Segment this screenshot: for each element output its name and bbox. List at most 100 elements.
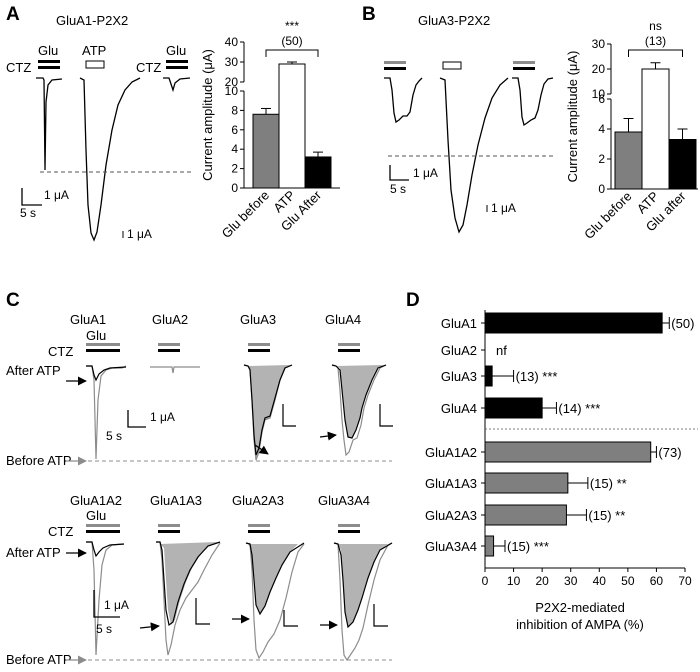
glu-bar-c5	[86, 524, 120, 527]
trace-c-glua1a2-before	[86, 541, 125, 656]
label-glua2a3: GluA2A3	[232, 493, 284, 508]
chart-d-category-label: GluA2A3	[425, 508, 477, 523]
scale-b-time: 5 s	[390, 182, 406, 196]
chart-d-xtick-label: 50	[621, 574, 635, 588]
glu-label-c2: Glu	[86, 508, 106, 523]
scale-c-current: 1 μA	[150, 410, 175, 424]
chart-b-sig-bracket	[628, 49, 683, 57]
trace-c-glua2a3-after	[245, 542, 305, 616]
panel-b: B GluA3-P2X2 1 μA 5 s 1 μA 0 2 4 610 20 30 Cur…	[362, 4, 698, 242]
chart-b-bar	[614, 131, 643, 190]
atp-bar-b	[442, 61, 462, 70]
ctz-bar-b1	[384, 67, 406, 70]
chart-d-bar	[484, 365, 493, 387]
trace-c-glua3a4-after	[333, 542, 393, 629]
ctz-bar-c7	[248, 530, 270, 533]
chart-d-bar	[484, 441, 652, 463]
scale-c-glua4	[379, 404, 393, 427]
panel-a: A GluA1-P2X2 Glu CTZ ATP Glu CTZ 1 μA 5 …	[6, 4, 340, 242]
ctz-label-2: CTZ	[136, 60, 161, 75]
scale-c2-time: 5 s	[96, 622, 112, 636]
trace-a-glu-before	[36, 77, 63, 171]
trace-c-glua4-before	[331, 364, 387, 457]
before-atp-label-2: Before ATP	[6, 652, 72, 667]
trace-b-glu-before	[384, 77, 423, 124]
chart-b-ytick-label: 0	[598, 182, 605, 196]
glu-bar-c8	[338, 524, 360, 527]
ctz-bar-c3	[248, 349, 270, 352]
chart-d-xtick-label: 60	[650, 574, 664, 588]
chart-b-n-label: (13)	[645, 34, 666, 48]
chart-d-annotation: (15) **	[588, 508, 625, 523]
panel-a-letter: A	[6, 4, 20, 25]
ctz-label-c2: CTZ	[48, 524, 73, 539]
panel-b-letter: B	[362, 4, 376, 25]
chart-d-bar	[484, 397, 543, 419]
panel-a-title: GluA1-P2X2	[56, 13, 128, 28]
label-glua1a2: GluA1A2	[70, 493, 122, 508]
trace-c-glua1a3-after	[156, 541, 221, 627]
trace-c-glua3a4-before	[333, 542, 393, 662]
fill-c-glua3	[248, 365, 290, 460]
panel-d-letter: D	[406, 290, 420, 311]
chart-d-annotation: (50)	[671, 316, 694, 331]
scale-a-current: 1 μA	[44, 188, 69, 202]
chart-d-x-label-line2: inhibition of AMPA (%)	[516, 617, 644, 632]
chart-b: 0 2 4 610 20 30 Current amplitude (μA)Glu befo…	[565, 19, 698, 242]
label-glua1a3: GluA1A3	[150, 493, 202, 508]
glu-bar-c2	[158, 343, 180, 346]
fill-c-glua4	[336, 365, 384, 438]
scale-b-current: 1 μA	[413, 166, 438, 180]
scale-bar-a	[21, 188, 42, 206]
trace-c-glua1a2-after	[86, 541, 125, 558]
chart-b-ytick-label: 30	[592, 37, 606, 51]
trace-c-glua2	[150, 366, 200, 374]
chart-d-category-label: GluA3A4	[425, 539, 477, 554]
trace-c-glua1-before	[86, 365, 127, 460]
scale-a2-current: 1 μA	[127, 227, 152, 241]
ctz-bar-c4	[338, 349, 360, 352]
fill-c-glua1a3	[160, 542, 218, 625]
chart-d-bar	[484, 312, 663, 334]
chart-a-ytick-label: 30	[225, 55, 239, 69]
chart-d-xtick-label: 0	[482, 574, 489, 588]
chart-b-y-label: Current amplitude (μA)	[565, 51, 580, 183]
chart-a-bar	[252, 113, 280, 189]
chart-b-ytick-label: 10	[592, 87, 606, 101]
trace-a-atp	[79, 77, 141, 242]
after-atp-label-1: After ATP	[6, 363, 61, 378]
chart-d-annotation: (15) **	[590, 476, 627, 491]
ctz-label-1: CTZ	[6, 60, 31, 75]
label-glua1: GluA1	[70, 312, 106, 327]
glu-bar-2	[166, 60, 188, 63]
chart-a-ytick-label: 0	[231, 181, 238, 195]
glu-bar-c6	[158, 524, 180, 527]
chart-a-ytick-label: 2	[231, 162, 238, 176]
chart-d-annotation: (13) ***	[516, 369, 558, 384]
glu-label-c1: Glu	[86, 328, 106, 343]
scale-c2-current: 1 μA	[104, 598, 129, 612]
trace-c-glua1a3-before	[156, 541, 221, 656]
trace-c-glua1-after	[86, 365, 127, 382]
chart-a-n-label: (50)	[281, 34, 302, 48]
chart-b-ytick-label: 2	[598, 152, 605, 166]
chart-d-annotation: nf	[496, 343, 507, 358]
scale-a-time: 5 s	[20, 206, 36, 220]
ctz-bar-b2	[513, 67, 535, 70]
chart-a-ytick-label: 20	[225, 75, 239, 89]
ctz-bar-1	[38, 66, 60, 69]
panel-c-letter: C	[6, 290, 20, 311]
chart-d: 0 10 20 30 40 50 60 70 P2X2-mediated inhibition o…	[425, 310, 698, 632]
chart-a-bar	[304, 156, 332, 189]
ctz-bar-c1	[86, 349, 120, 352]
chart-b-bar	[641, 68, 670, 190]
chart-a-ytick-label: 6	[231, 123, 238, 137]
chart-d-xtick-label: 70	[678, 574, 692, 588]
chart-d-x-label-line1: P2X2-mediated	[535, 600, 625, 615]
panel-b-title: GluA3-P2X2	[418, 13, 490, 28]
scale-c-glua3a4	[373, 604, 388, 627]
scale-bar-c2	[93, 590, 120, 618]
scale-bar-b	[389, 165, 409, 181]
arrow-c-glua3	[254, 444, 269, 455]
label-glua3: GluA3	[240, 312, 276, 327]
